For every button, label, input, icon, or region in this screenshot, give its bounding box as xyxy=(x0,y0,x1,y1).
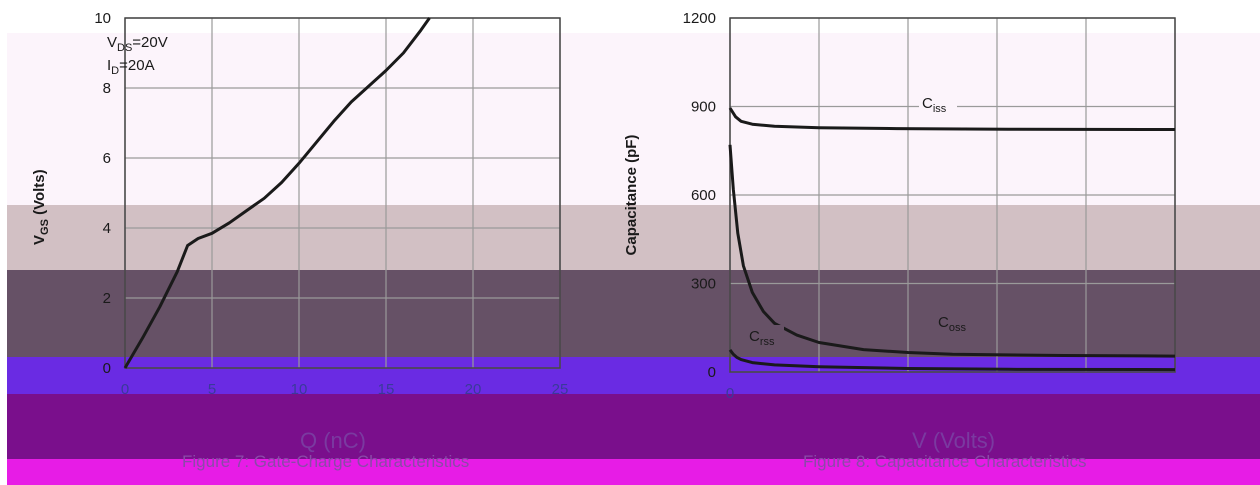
band-2 xyxy=(7,270,1260,357)
chart-2-series-label-bg xyxy=(935,311,973,333)
band-4 xyxy=(7,394,1260,459)
chart-2-series-label-rss: Crss xyxy=(749,328,775,348)
chart-1-ytick-label: 4 xyxy=(103,220,111,237)
chart-1-ytick-label: 6 xyxy=(103,150,111,167)
band-5 xyxy=(7,459,1260,485)
chart-2-ylabel: Capacitance (pF) xyxy=(623,135,640,256)
band-0 xyxy=(7,33,1260,205)
chart-1-xtick-label: 10 xyxy=(291,381,308,398)
chart-1-xtick-label: 5 xyxy=(208,381,216,398)
chart-2-ytick-label: 1200 xyxy=(683,10,716,27)
chart-2-unit-fragment: V (Volts) xyxy=(912,428,996,453)
chart-2-series-label-oss: Coss xyxy=(938,314,966,334)
chart-2-series-line xyxy=(728,107,1176,131)
band-3 xyxy=(7,357,1260,394)
chart-2-series-line xyxy=(728,349,1176,372)
chart-2: 0 300 600 900 1200 0 Capacitance (pF) Ciss Coss C… xyxy=(623,10,1176,402)
chart-1-ytick-label: 0 xyxy=(103,360,111,377)
chart-1: 0 2 4 6 8 10 0 5 10 15 20 25 VGS (Volts) VDS=20V ID=20… xyxy=(31,10,568,398)
chart-1-xtick-label: 0 xyxy=(121,381,129,398)
chart-2-frame xyxy=(729,17,1176,373)
chart-2-ytick-label: 300 xyxy=(691,276,716,293)
chart-1-xtick-label: 25 xyxy=(552,381,569,398)
chart-1-annotation-vds: VDS=20V xyxy=(107,34,168,54)
chart-2-series-label-bg xyxy=(919,92,957,114)
chart-2-ytick-label: 600 xyxy=(691,187,716,204)
chart-2-series-label-iss: Ciss xyxy=(922,95,947,115)
chart-1-series-line xyxy=(123,17,431,369)
chart-1-xtick-label: 15 xyxy=(378,381,395,398)
chart-1-unit-fragment: Q (nC) xyxy=(300,428,366,453)
chart-2-ytick-label: 900 xyxy=(691,99,716,116)
chart-2-ytick-label: 0 xyxy=(708,364,716,381)
chart-1-annotation-id: ID=20A xyxy=(107,57,155,77)
chart-1-frame xyxy=(124,17,561,369)
chart-1-caption: Figure 7: Gate-Charge Characteristics xyxy=(182,452,470,471)
chart-1-ytick-label: 8 xyxy=(103,80,111,97)
band-1 xyxy=(7,205,1260,270)
chart-1-ytick-label: 2 xyxy=(103,290,111,307)
chart-2-xtick-label: 0 xyxy=(726,385,734,402)
chart-1-xtick-label: 20 xyxy=(465,381,482,398)
chart-2-series-label-bg xyxy=(746,325,784,347)
chart-1-ytick-label: 10 xyxy=(94,10,111,27)
chart-2-series-line xyxy=(728,144,1176,358)
chart-1-ylabel: VGS (Volts) xyxy=(31,169,51,245)
chart-2-caption: Figure 8: Capacitance Characteristics xyxy=(803,452,1087,471)
